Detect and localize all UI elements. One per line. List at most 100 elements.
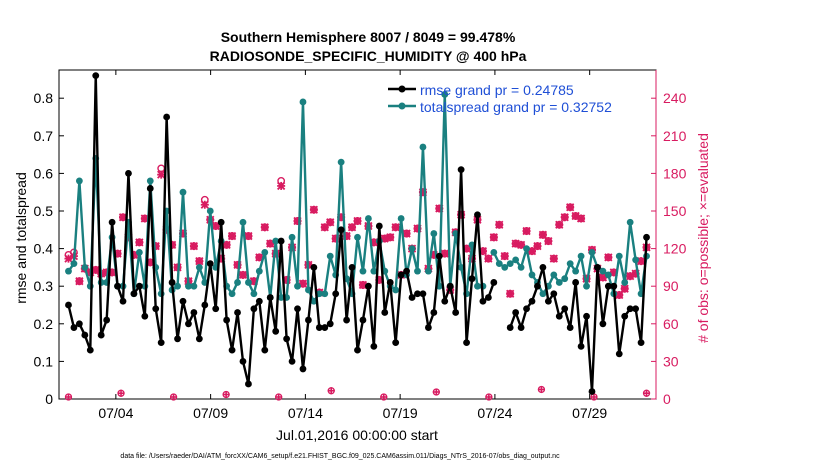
left-y-tick-label: 0.8 (34, 90, 54, 106)
spread-point (555, 279, 563, 286)
rmse-point (599, 320, 607, 328)
rmse-point (179, 297, 187, 305)
x-tick-label: 07/29 (572, 405, 607, 421)
x-tick-label: 07/04 (98, 405, 133, 421)
obs-evaluated-point (195, 256, 204, 266)
right-y-axis-label: # of obs: o=possible; ×=evaluated (695, 133, 711, 343)
spread-point (359, 267, 367, 275)
obs-evaluated-point (189, 241, 199, 251)
rmse-point (195, 335, 203, 343)
rmse-point (419, 290, 427, 298)
spread-point (441, 91, 449, 98)
obs-evaluated-point (347, 223, 357, 232)
spread-series-layer (65, 91, 650, 305)
spread-point (501, 264, 509, 271)
rmse-point (135, 282, 143, 290)
left-y-tick-label: 0.2 (34, 316, 54, 332)
obs-evaluated-point (560, 213, 569, 222)
rmse-point (119, 297, 127, 305)
obs-evaluated-point (506, 289, 515, 298)
rmse-point (272, 327, 280, 335)
rmse-point (430, 309, 438, 316)
obs-evaluated-point (440, 249, 449, 258)
rmse-point (544, 297, 552, 305)
spread-point (255, 267, 263, 275)
obs-evaluated-point (402, 229, 411, 238)
obs-baseline-point (64, 393, 73, 401)
left-y-tick-label: 0.4 (34, 241, 54, 257)
rmse-point (534, 282, 541, 290)
spread-point (561, 275, 569, 283)
obs-evaluated-point (538, 230, 548, 239)
spread-point (305, 286, 312, 294)
right-y-tick-label: 120 (663, 241, 687, 257)
rmse-point (359, 316, 367, 324)
legend-rmse-label: rmse grand pr = 0.24785 (420, 82, 574, 98)
chart-title-line2: RADIOSONDE_SPECIFIC_HUMIDITY @ 400 hPa (210, 48, 527, 64)
spread-point (315, 290, 323, 298)
legend-rmse-marker (398, 85, 406, 93)
spread-point (288, 233, 296, 241)
obs-evaluated-point (260, 223, 269, 232)
obs-evaluated-point (386, 233, 395, 242)
rmse-point (414, 290, 421, 298)
obs-evaluated-point (484, 254, 493, 263)
x-tick-label: 07/19 (383, 405, 418, 421)
rmse-point (125, 170, 132, 177)
rmse-point (108, 218, 116, 226)
rmse-point (354, 346, 361, 354)
rmse-point (288, 358, 296, 365)
rmse-point (577, 342, 585, 350)
obs-baseline-point (642, 389, 651, 397)
spread-point (424, 267, 432, 275)
obs-baseline-point (485, 393, 493, 401)
rmse-point (97, 331, 105, 339)
spread-point (70, 260, 78, 268)
right-y-tick-label: 150 (663, 203, 687, 219)
rmse-point (277, 237, 285, 245)
rmse-point (610, 282, 618, 290)
spread-point (430, 230, 438, 237)
spread-point (228, 290, 236, 298)
rmse-point (201, 301, 209, 309)
right-y-axis: 0 30 60 90 120 150 180 210 240 (651, 90, 687, 407)
rmse-point (81, 331, 89, 339)
obs-evaluated-point (157, 170, 166, 179)
rmse-point (266, 294, 274, 301)
legend: rmse grand pr = 0.24785 totalspread gran… (388, 82, 612, 115)
rmse-point (92, 72, 100, 80)
rmse-point (326, 320, 334, 328)
rmse-point (637, 339, 645, 346)
rmse-point (315, 324, 323, 331)
spread-point (81, 264, 89, 271)
rmse-point (424, 324, 432, 331)
spread-point (337, 158, 345, 166)
obs-evaluated-point (544, 236, 553, 246)
rmse-point (479, 297, 487, 305)
rmse-point (375, 222, 383, 230)
spread-point (626, 218, 634, 226)
spread-point (250, 290, 258, 298)
obs-evaluated-point (222, 240, 231, 249)
obs-baseline-point (169, 393, 178, 401)
spread-point (566, 260, 574, 268)
spread-point (457, 264, 465, 271)
obs-evaluated-point (620, 284, 629, 293)
obs-evaluated-point (489, 233, 498, 242)
rmse-point (381, 309, 389, 316)
rmse-point (174, 335, 181, 343)
x-tick-label: 07/14 (288, 405, 323, 421)
rmse-point (86, 346, 94, 354)
rmse-point (234, 309, 241, 316)
spread-point (365, 215, 372, 222)
spread-point (195, 264, 203, 271)
rmse-point (146, 185, 154, 192)
rmse-point (321, 324, 329, 331)
rmse-point (446, 282, 454, 290)
rmse-point (168, 279, 176, 286)
rmse-point (523, 305, 530, 313)
spread-point (261, 248, 269, 256)
rmse-point (228, 346, 236, 354)
rmse-point (206, 260, 214, 268)
obs-baseline-point (380, 393, 388, 401)
